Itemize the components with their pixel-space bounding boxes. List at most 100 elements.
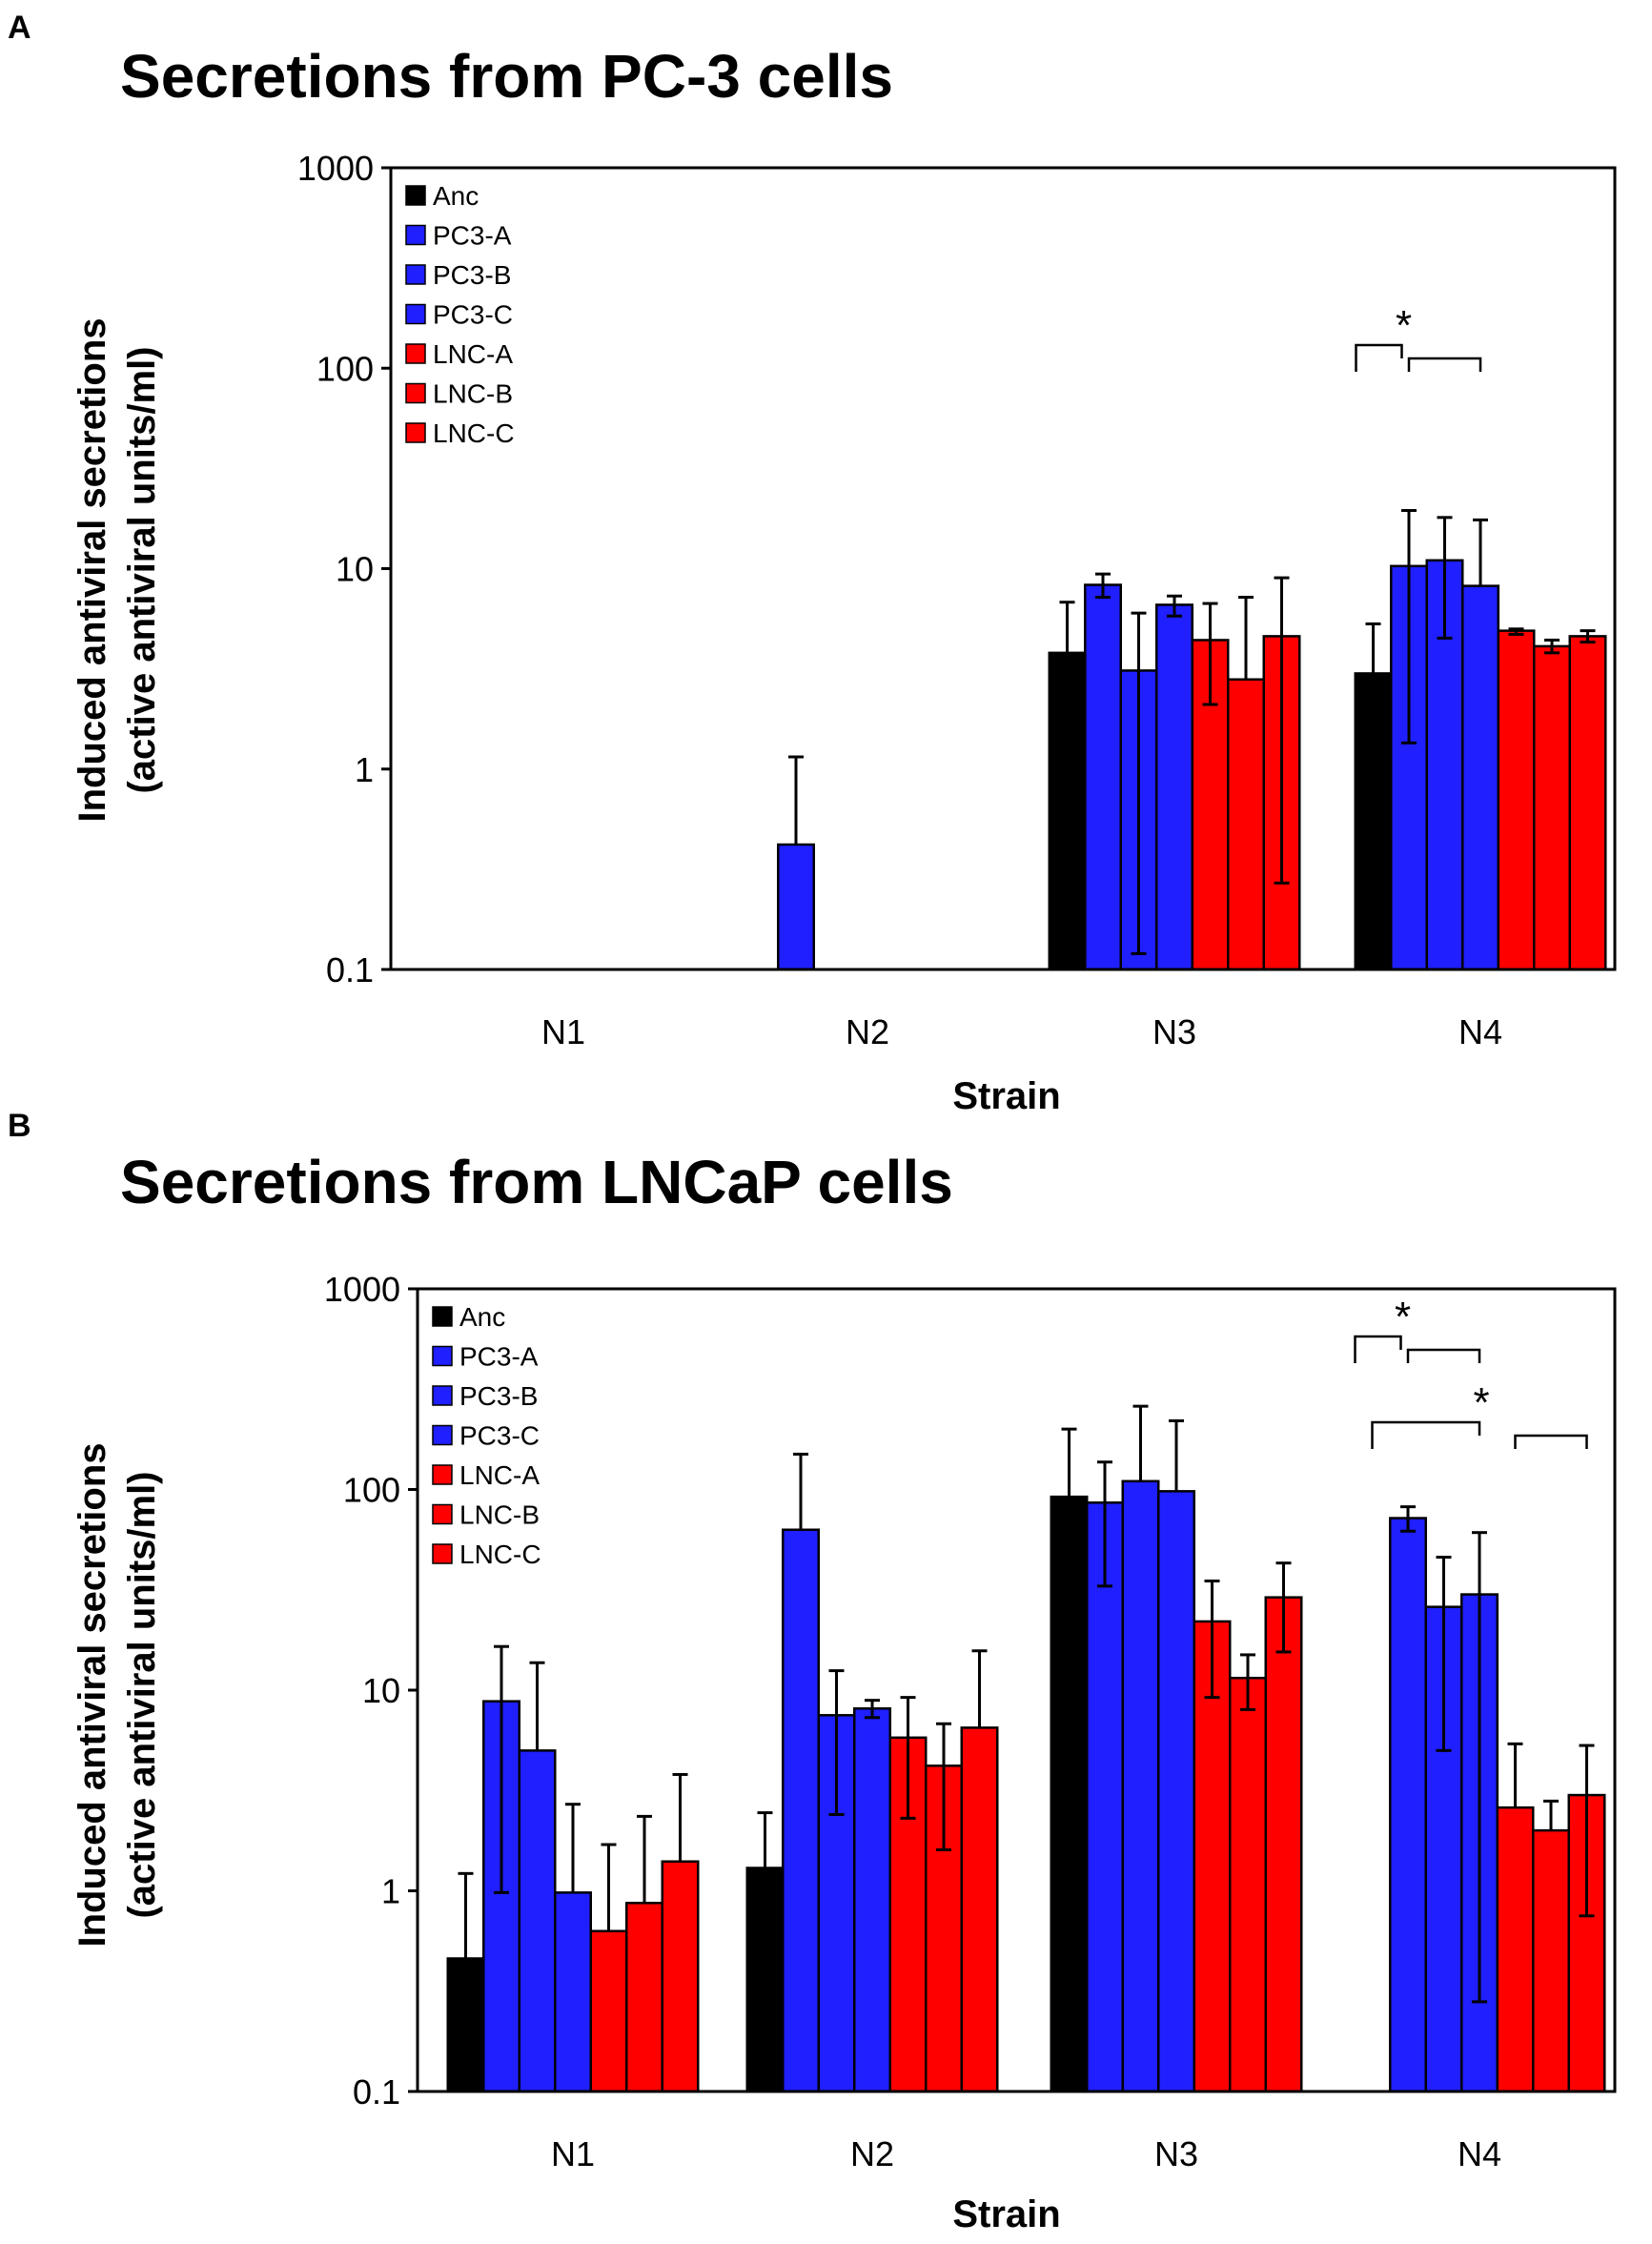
panel-b-errorbar-n4-pc3-a (1400, 1505, 1416, 1533)
panel-b-errorbar-n3-lnc-b (1240, 1653, 1255, 1711)
panel-a-legend-swatch-lnc-b (405, 382, 426, 404)
panel-b-significance-bracket: * (1371, 1379, 1588, 1449)
panel-b-bar-n4-pc3-a (1389, 1517, 1427, 2093)
panel-b-errorbar-n2-anc (757, 1811, 773, 1868)
panel-b-errorbar-n2-lnc-c (971, 1649, 988, 1728)
panel-a-errorbar-n3-pc3-a (1095, 572, 1111, 599)
panel-a-y-tick-label: 10 (336, 550, 374, 589)
panel-a-bar-n4-pc3-c (1461, 584, 1499, 971)
panel-b-errorbar-n1-pc3-b (529, 1661, 545, 1751)
panel-a-legend-swatch-lnc-a (405, 343, 426, 364)
panel-b-significance-star: * (1395, 1294, 1411, 1340)
panel-a-errorbar-n4-pc3-a (1401, 509, 1417, 745)
panel-a-legend-swatch-lnc-c (405, 422, 426, 443)
panel-b-legend-label-lnc-b: LNC-B (459, 1500, 540, 1530)
panel-b-errorbar-n3-lnc-a (1204, 1579, 1220, 1700)
panel-b-legend-label-pc3-a: PC3-A (459, 1342, 539, 1372)
panel-b-errorbar-n1-lnc-c (672, 1772, 688, 1862)
panel-b-errorbar-n3-pc3-c (1169, 1418, 1184, 1492)
panel-b-errorbar-n1-pc3-a (494, 1644, 509, 1894)
panel-b-errorbar-n4-lnc-a (1507, 1742, 1523, 1808)
panel-b-bar-n2-pc3-a (782, 1528, 820, 2093)
panel-b-errorbar-n4-lnc-c (1579, 1744, 1595, 1918)
panel-b-bar-n1-lnc-b (625, 1901, 663, 2093)
panel-b-y-tick-label: 10 (362, 1671, 400, 1710)
panel-a-x-tick-label: N4 (1458, 1012, 1502, 1051)
panel-b-legend-swatch-lnc-c (432, 1543, 453, 1564)
panel-a-legend-label-pc3-a: PC3-A (433, 221, 512, 251)
panel-a-x-axis-label: Strain (952, 1075, 1060, 1117)
panel-a-y-tick-label: 1 (355, 750, 374, 789)
panel-a-errorbar-n3-lnc-b (1238, 595, 1254, 680)
panel-b-bar-n1-lnc-a (589, 1929, 628, 2093)
panel-a-bar-n3-lnc-b (1227, 678, 1265, 971)
panel-b-legend-swatch-lnc-a (432, 1464, 453, 1485)
panel-a-bar-n4-lnc-c (1568, 635, 1607, 971)
panel-b-x-axis-label: Strain (952, 2193, 1060, 2235)
panel-a-y-tick-label: 100 (316, 349, 374, 388)
panel-a-legend-swatch-pc3-b (405, 264, 426, 285)
panel-a-y-tick-label: 1000 (297, 149, 374, 188)
panel-b-errorbar-n4-pc3-b (1436, 1555, 1452, 1752)
panel-a-bar-n4-lnc-b (1533, 644, 1571, 971)
panel-b-bar-n3-lnc-c (1264, 1596, 1303, 2093)
panel-b-bar-n3-pc3-c (1157, 1490, 1195, 2093)
panel-b-errorbar-n1-anc (458, 1871, 474, 1959)
panel-a-errorbar-n3-pc3-b (1131, 611, 1147, 955)
panel-b-x-tick-label: N4 (1458, 2134, 1501, 2173)
panel-a-legend-label-pc3-c: PC3-C (433, 300, 513, 330)
panel-a-bar-n3-pc3-c (1155, 603, 1193, 971)
panel-b-errorbar-n3-pc3-b (1132, 1404, 1149, 1481)
panel-a-errorbar-n4-lnc-a (1508, 627, 1524, 636)
panel-b-errorbar-n3-lnc-c (1275, 1561, 1292, 1654)
panel-b-plot: 0.1 1 10 100 1000 N1 N2 N3 N4 Anc PC3-A PC3-B PC3-C L… (324, 1270, 1617, 2173)
panel-a-errorbar-n3-anc (1059, 601, 1075, 653)
panel-b-errorbar-n3-pc3-a (1097, 1460, 1112, 1588)
panel-b-errorbar-n2-lnc-a (900, 1696, 916, 1820)
panel-b-errorbar-n4-pc3-c (1472, 1531, 1487, 2004)
panel-a-legend-label-pc3-b: PC3-B (433, 260, 511, 290)
panel-b-y-tick-label: 1 (381, 1872, 400, 1911)
panel-b-legend-label-pc3-b: PC3-B (459, 1381, 538, 1411)
panel-b-x-tick-label: N1 (551, 2134, 595, 2173)
panel-b-bar-n3-pc3-b (1121, 1479, 1160, 2093)
panel-a-errorbar-n4-pc3-c (1473, 518, 1488, 586)
panel-b-legend-swatch-pc3-a (432, 1345, 453, 1367)
panel-b-bar-n1-lnc-c (661, 1860, 700, 2093)
panel-a-legend-label-lnc-a: LNC-A (433, 339, 513, 369)
panel-a-bar-n4-anc (1354, 672, 1393, 971)
panel-b-legend-swatch-lnc-b (432, 1503, 453, 1525)
panel-b-bar-n3-anc (1050, 1495, 1089, 2093)
panel-a-legend-swatch-pc3-a (405, 224, 426, 246)
panel-b-y-axis-label-line2: (active antiviral units/ml) (121, 1471, 163, 1918)
panel-a-plot: 0.1 1 10 100 1000 N1 N2 N3 N4 Anc PC3-A PC3-B PC3-C L… (297, 149, 1617, 1051)
panel-a-errorbar-n3-lnc-a (1202, 602, 1218, 706)
panel-b-x-tick-label: N2 (850, 2134, 894, 2173)
panel-a-legend-swatch-anc (405, 185, 426, 206)
panel-a-legend-label-anc: Anc (433, 181, 479, 211)
panel-a-bar-n4-lnc-a (1497, 629, 1536, 971)
panel-b-errorbar-n1-lnc-a (601, 1843, 617, 1931)
panel-b-bar-n4-lnc-b (1532, 1828, 1570, 2093)
panel-b-errorbar-n2-pc3-b (828, 1669, 845, 1816)
panel-a-x-tick-label: N3 (1152, 1012, 1196, 1051)
panel-a-x-tick-label: N1 (541, 1012, 585, 1051)
panel-b-title: Secretions from LNCaP cells (120, 1148, 953, 1216)
panel-b-errorbar-n2-pc3-c (865, 1699, 880, 1720)
panel-b-legend-label-anc: Anc (459, 1302, 505, 1332)
panel-a-significance-bracket: * (1355, 302, 1482, 372)
panel-a-errorbar-n4-pc3-b (1437, 516, 1453, 640)
panel-a-errorbar-n2-pc3-a (788, 755, 804, 845)
panel-a-y-axis-label-line2: (active antiviral units/ml) (121, 346, 163, 793)
panel-b-bar-n1-anc (446, 1957, 485, 2093)
panel-a-bar-n3-pc3-a (1084, 583, 1122, 971)
panel-b-x-tick-label: N3 (1154, 2134, 1198, 2173)
panel-a-errorbar-n4-lnc-c (1580, 629, 1596, 644)
panel-b-legend-swatch-pc3-b (432, 1385, 453, 1406)
panel-a-y-tick-label: 0.1 (326, 950, 374, 989)
panel-b-errorbar-n2-lnc-b (936, 1722, 951, 1852)
panel-b-bar-n2-anc (745, 1867, 785, 2093)
panel-a-legend-swatch-pc3-c (405, 303, 426, 325)
panel-b-significance-bracket: * (1354, 1294, 1481, 1363)
